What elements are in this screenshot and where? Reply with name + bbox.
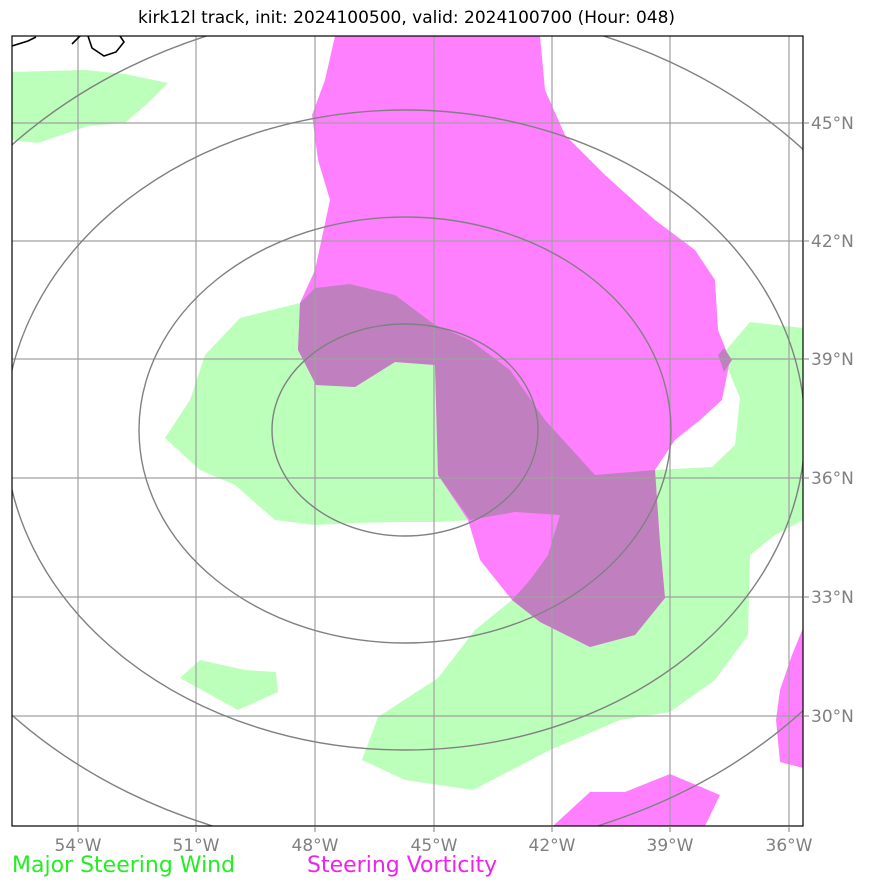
lat-label: 33°N [811,588,854,608]
lon-label: 54°W [55,836,102,856]
coastline [12,36,125,57]
lat-label: 39°N [811,350,854,370]
lon-label: 51°W [173,836,220,856]
map-title: kirk12l track, init: 2024100500, valid: … [137,8,676,28]
lon-label: 36°W [766,836,813,856]
legend-steering-wind: Major Steering Wind [12,853,236,878]
lat-label: 42°N [811,232,854,252]
grid-lines [12,36,803,826]
range-ring-2 [138,216,672,644]
range-rings [12,36,803,826]
steering-vorticity-region-south [553,774,720,826]
longitude-labels: 54°W 51°W 48°W 45°W 42°W 39°W 36°W [55,836,813,856]
legend-steering-vorticity: Steering Vorticity [307,853,498,878]
lat-label: 30°N [811,707,854,727]
lon-label: 45°W [411,836,458,856]
overlap-regions [298,284,732,647]
overlap-region-small [718,348,732,372]
steering-wind-region-east [362,322,803,790]
lon-label: 42°W [529,836,576,856]
range-ring-1 [271,323,539,537]
tick-marks [77,122,809,832]
lon-label: 39°W [647,836,694,856]
range-ring-3 [12,109,803,751]
steering-wind-region-northwest [12,70,168,143]
lat-label: 45°N [811,114,854,134]
overlap-region-main [298,284,665,647]
lon-label: 48°W [292,836,339,856]
steering-wind-region-southwest [180,660,278,710]
map-frame [11,35,804,827]
lat-label: 36°N [811,469,854,489]
latitude-labels: 45°N 42°N 39°N 36°N 33°N 30°N [811,114,854,727]
